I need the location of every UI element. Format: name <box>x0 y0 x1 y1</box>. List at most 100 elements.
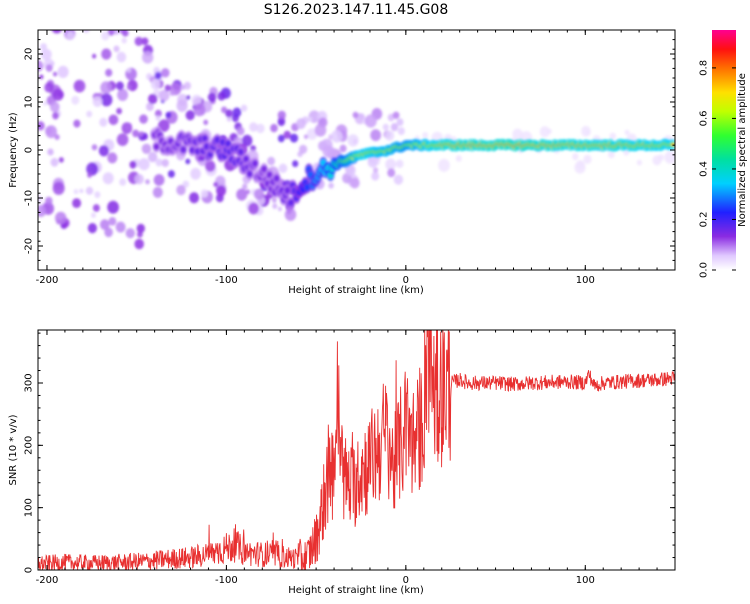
heatmap-ridge-cell <box>273 174 280 182</box>
heatmap-cell <box>101 15 106 20</box>
colorbar-tick-label: 0.8 <box>699 60 710 76</box>
heatmap-cell <box>98 145 109 157</box>
heatmap-ridge-cell <box>266 171 273 179</box>
heatmap-cell <box>139 114 148 124</box>
heatmap-cell <box>148 93 158 105</box>
heatmap-cell <box>186 95 191 100</box>
heatmap-cell <box>107 152 118 164</box>
heatmap-cell <box>158 89 170 102</box>
heatmap-cell <box>636 159 643 166</box>
heatmap-cell <box>371 171 380 181</box>
heatmap-cell <box>270 123 278 133</box>
heatmap-cell <box>125 122 132 130</box>
heatmap-cell <box>105 68 113 77</box>
heatmap-cell <box>134 238 144 250</box>
heatmap-cell <box>66 30 75 41</box>
heatmap-cell <box>277 206 283 212</box>
heatmap-cell <box>100 81 112 95</box>
heatmap-cell <box>307 116 313 122</box>
heatmap-cell <box>107 30 115 36</box>
heatmap-cell <box>116 4 126 15</box>
heatmap-cell <box>345 164 356 176</box>
heatmap-cell <box>40 43 47 51</box>
heatmap-cell <box>38 194 43 205</box>
heatmap-cell <box>256 123 265 134</box>
heatmap-cell <box>207 92 217 102</box>
heatmap-cell <box>43 101 48 106</box>
heatmap-cell <box>248 202 259 215</box>
snr-xtick-label: 0 <box>403 575 409 586</box>
heatmap-cell <box>132 129 140 138</box>
heatmap-cell <box>50 157 59 167</box>
heatmap-cell <box>50 21 56 27</box>
heatmap-cell <box>155 115 161 121</box>
heatmap-cell <box>167 170 175 178</box>
heatmap-cell <box>583 154 592 164</box>
heatmap-cell <box>99 117 108 127</box>
heatmap-cell <box>576 160 585 170</box>
heatmap-cell <box>102 172 114 185</box>
heatmap-cell <box>299 144 308 154</box>
heatmap-cell <box>217 91 226 101</box>
heatmap-cell <box>236 126 245 136</box>
heatmap-cell <box>547 128 552 134</box>
heatmap-ridge-cell <box>246 170 253 178</box>
heatmap-cell <box>193 103 206 117</box>
heatmap-cell <box>455 155 462 162</box>
heatmap-cell <box>91 212 96 218</box>
heatmap-cell <box>79 188 84 194</box>
heatmap-ridge-cell <box>194 147 201 155</box>
heatmap-cell <box>115 81 124 91</box>
heatmap-cell <box>384 130 395 141</box>
heatmap-cell <box>98 17 109 29</box>
heatmap-cell <box>185 110 195 121</box>
heatmap-cell <box>284 208 297 222</box>
heatmap-cell <box>52 181 65 195</box>
heatmap-cell <box>240 104 248 112</box>
heatmap-cell <box>169 90 175 96</box>
heatmap-cell <box>116 51 127 63</box>
heatmap-ridge-cell <box>153 143 160 151</box>
heatmap-cell <box>272 203 278 209</box>
heatmap-cell <box>249 122 258 132</box>
heatmap-cell <box>161 68 170 78</box>
heatmap-cell <box>91 144 98 151</box>
spectrogram-ylabel: Frequency (Hz) <box>8 112 19 188</box>
heatmap-cell <box>385 158 396 171</box>
heatmap-cell <box>101 31 110 41</box>
heatmap-cell <box>572 153 579 161</box>
heatmap-cell <box>73 189 79 195</box>
heatmap-cell <box>57 0 61 4</box>
heatmap-cell <box>145 11 151 17</box>
heatmap-cell <box>52 88 64 101</box>
heatmap-cell <box>232 107 242 118</box>
snr-xtick-label: 100 <box>576 575 595 586</box>
heatmap-cell <box>242 134 253 147</box>
snr-ylabel: SNR (10 * v/v) <box>8 414 19 485</box>
heatmap-cell <box>395 159 404 168</box>
snr-axes: -200 -100 0 100 0 100 200 300 <box>24 330 676 586</box>
heatmap-cell <box>205 160 216 172</box>
heatmap-cell <box>126 67 132 73</box>
heatmap-cell <box>134 36 143 47</box>
heatmap-cell <box>191 94 202 106</box>
heatmap-cell <box>339 144 347 153</box>
heatmap-cell <box>45 125 57 139</box>
heatmap-cell <box>322 145 334 158</box>
heatmap-cell <box>539 126 550 138</box>
heatmap-cell <box>121 37 127 44</box>
snr-ytick-label: 300 <box>24 373 35 392</box>
heatmap-cell <box>213 182 218 187</box>
heatmap-cell <box>271 197 277 203</box>
heatmap-cell <box>125 228 135 239</box>
heatmap-cell <box>289 133 299 143</box>
heatmap-cell <box>200 189 209 198</box>
heatmap-cell <box>122 20 128 27</box>
heatmap-cells <box>38 0 675 250</box>
heatmap-cell <box>92 204 100 212</box>
heatmap-cell <box>59 0 71 8</box>
snr-series-line <box>38 330 675 570</box>
